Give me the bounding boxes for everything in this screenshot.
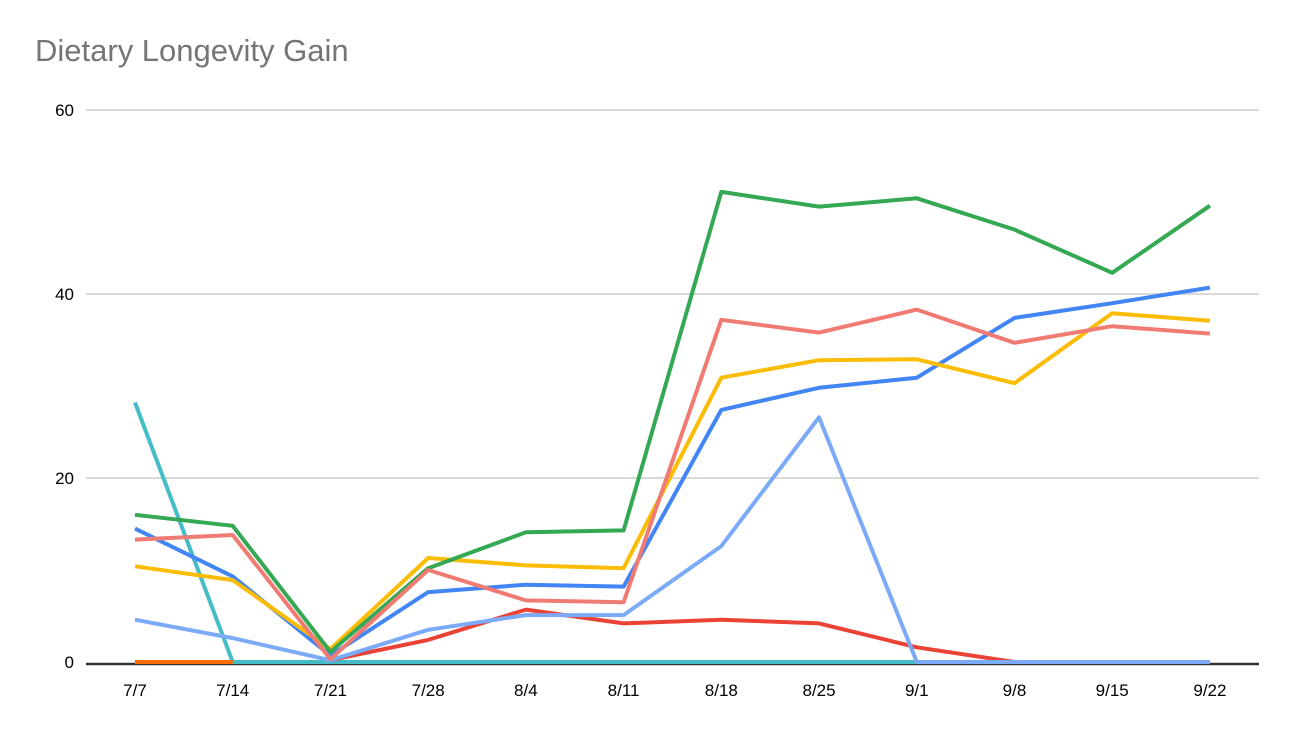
x-tick-label-7-28: 7/28 — [412, 681, 445, 700]
series-line-blue — [134, 285, 1211, 658]
x-tick-label-8-18: 8/18 — [705, 681, 738, 700]
x-tick-label-7-14: 7/14 — [216, 681, 249, 700]
x-tick-label-8-4: 8/4 — [514, 681, 538, 700]
x-tick-label-7-21: 7/21 — [314, 681, 347, 700]
x-tick-label-7-7: 7/7 — [123, 681, 147, 700]
x-tick-label-9-1: 9/1 — [905, 681, 929, 700]
y-tick-label-20: 20 — [55, 469, 74, 488]
y-tick-label-0: 0 — [65, 653, 74, 672]
x-tick-label-8-11: 8/11 — [608, 681, 640, 700]
x-tick-label-9-15: 9/15 — [1096, 681, 1129, 700]
series-line-green — [134, 189, 1212, 654]
y-tick-label-60: 60 — [55, 101, 74, 120]
series-line-salmon — [134, 307, 1211, 662]
series-line-red — [329, 607, 1210, 664]
series-line-light_blue — [134, 415, 1210, 664]
chart-title: Dietary Longevity Gain — [35, 33, 349, 68]
x-tick-label-9-8: 9/8 — [1003, 681, 1027, 700]
y-tick-label-40: 40 — [55, 285, 74, 304]
x-tick-label-8-25: 8/25 — [802, 681, 835, 700]
x-tick-label-9-22: 9/22 — [1193, 681, 1226, 700]
